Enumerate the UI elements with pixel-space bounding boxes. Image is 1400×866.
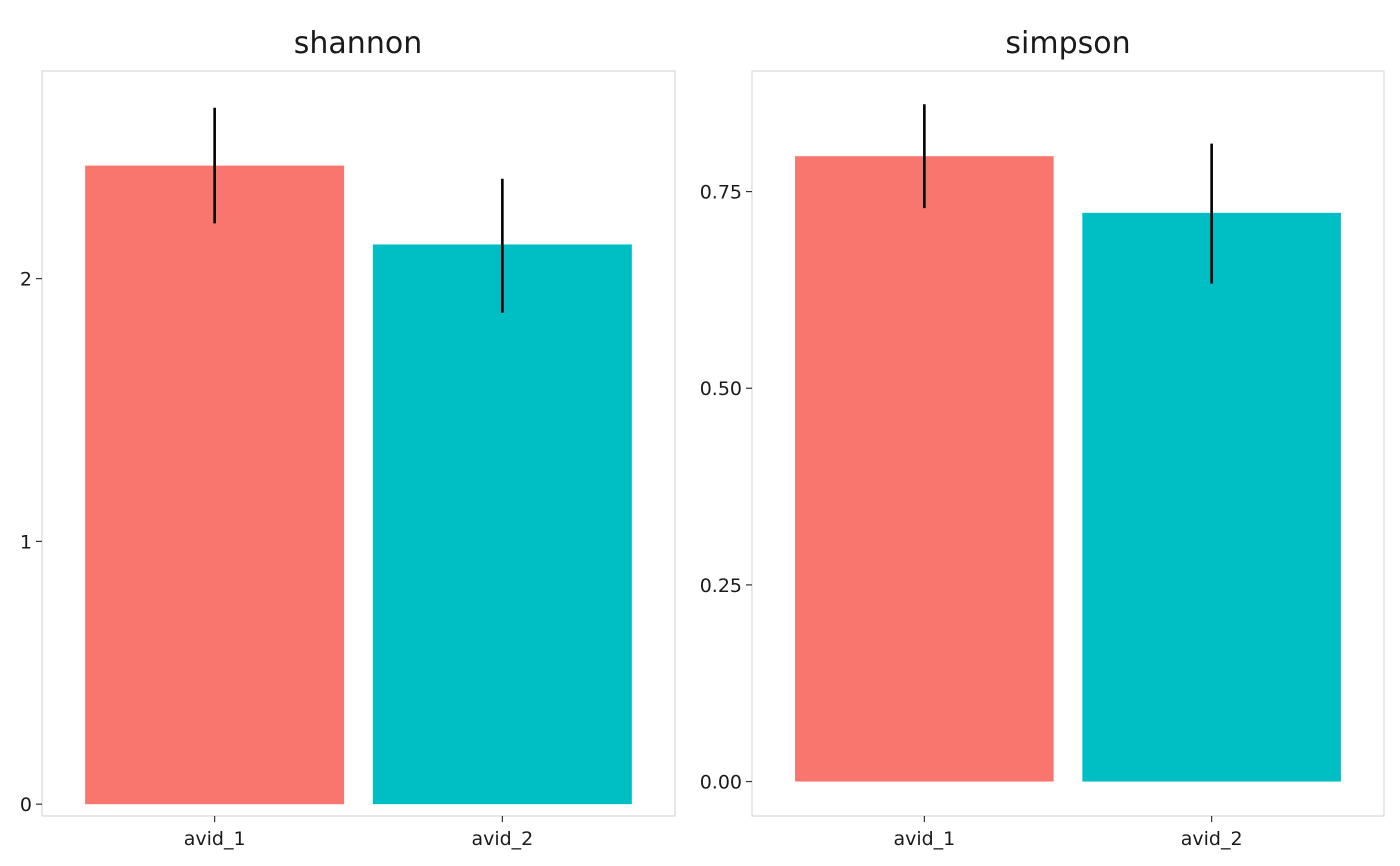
- bar-avid_2: [372, 244, 632, 805]
- x-tick-label: avid_1: [184, 828, 246, 850]
- y-tick-label: 2: [20, 269, 32, 291]
- y-tick-label: 0: [20, 794, 32, 816]
- bar-avid_1: [85, 165, 345, 805]
- y-tick-label: 1: [20, 531, 32, 553]
- x-tick-label: avid_2: [471, 828, 533, 850]
- panel-simpson: simpson avid_1 avid_2 0.00 0.25 0.50 0.75: [700, 26, 1385, 850]
- bar-avid_1: [795, 156, 1054, 782]
- y-tick-label: 0.00: [700, 772, 742, 794]
- x-tick-label: avid_1: [893, 828, 955, 850]
- panel-shannon: shannon avid_1 avid_2 0 1 2: [20, 26, 676, 850]
- bar-avid_2: [1082, 212, 1341, 782]
- panel-title: shannon: [294, 26, 422, 61]
- y-tick-label: 0.50: [700, 378, 742, 400]
- y-tick-label: 0.75: [700, 182, 742, 204]
- panel-border: [751, 70, 1385, 817]
- panel-title: simpson: [1005, 26, 1130, 61]
- y-tick-label: 0.25: [700, 575, 742, 597]
- x-tick-label: avid_2: [1181, 828, 1243, 850]
- panel-border: [41, 70, 676, 817]
